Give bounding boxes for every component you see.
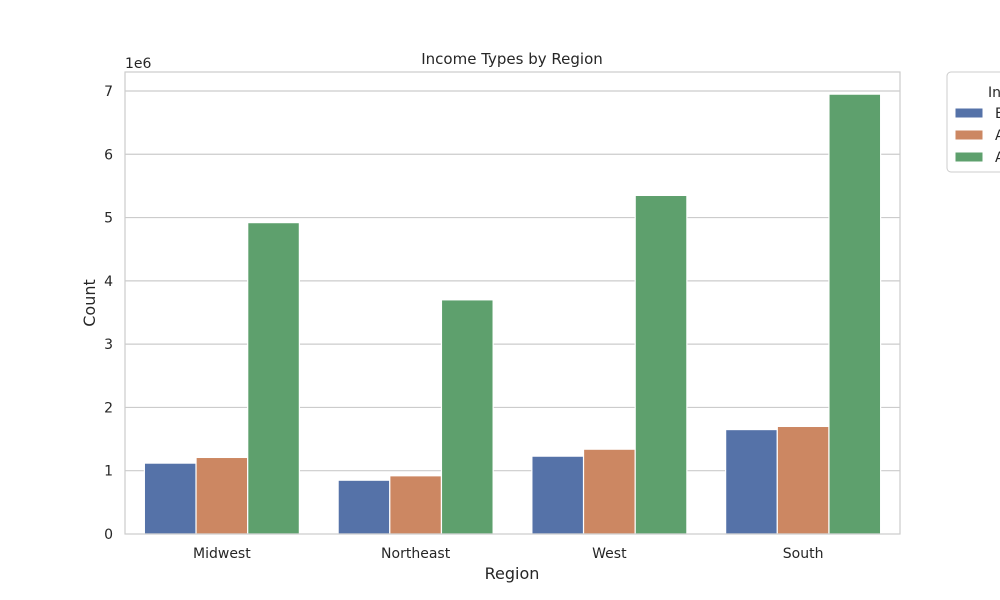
y-tick-labels: 0 1 2 3 4 5 6 7 — [104, 84, 113, 543]
y-tick-label: 4 — [104, 274, 113, 290]
y-axis-label: Count — [80, 279, 99, 327]
bar-northeast-series-1 — [389, 475, 443, 535]
chart-title: Income Types by Region — [421, 50, 603, 68]
legend: In EAA — [946, 71, 1000, 173]
bar-west-series-0 — [531, 455, 585, 535]
x-tick-label: West — [592, 546, 627, 562]
x-tick-labels: Midwest Northeast West South — [193, 546, 823, 562]
y-tick-label: 3 — [104, 337, 113, 353]
x-tick-label: Northeast — [381, 546, 451, 562]
legend-swatch — [954, 107, 984, 119]
legend-swatch — [954, 151, 984, 163]
legend-label: A — [995, 128, 1000, 144]
legend-box — [946, 71, 1000, 173]
y-offset-text: 1e6 — [125, 56, 152, 72]
legend-label: E — [995, 106, 1000, 122]
legend-swatch — [954, 129, 984, 141]
bar-south-series-2 — [828, 93, 882, 535]
x-axis-label: Region — [485, 564, 540, 583]
x-tick-label: South — [783, 546, 824, 562]
y-tick-label: 1 — [104, 464, 113, 480]
legend-title: In — [988, 85, 1000, 101]
bar-midwest-series-0 — [143, 462, 197, 535]
y-tick-label: 0 — [104, 527, 113, 543]
bar-west-series-2 — [634, 194, 688, 535]
y-tick-label: 7 — [104, 84, 113, 100]
bar-northeast-series-0 — [337, 479, 391, 535]
bar-west-series-1 — [582, 448, 636, 535]
x-tick-label: Midwest — [193, 546, 251, 562]
bar-south-series-0 — [725, 428, 778, 535]
legend-label: A — [995, 150, 1000, 166]
bar-northeast-series-2 — [440, 299, 494, 535]
bar-south-series-1 — [776, 425, 830, 535]
plot-frame — [124, 71, 901, 535]
y-tick-label: 6 — [104, 147, 113, 163]
y-tick-label: 5 — [104, 211, 113, 227]
y-tick-label: 2 — [104, 400, 113, 416]
bar-midwest-series-2 — [247, 222, 300, 535]
bar-midwest-series-1 — [195, 456, 249, 535]
